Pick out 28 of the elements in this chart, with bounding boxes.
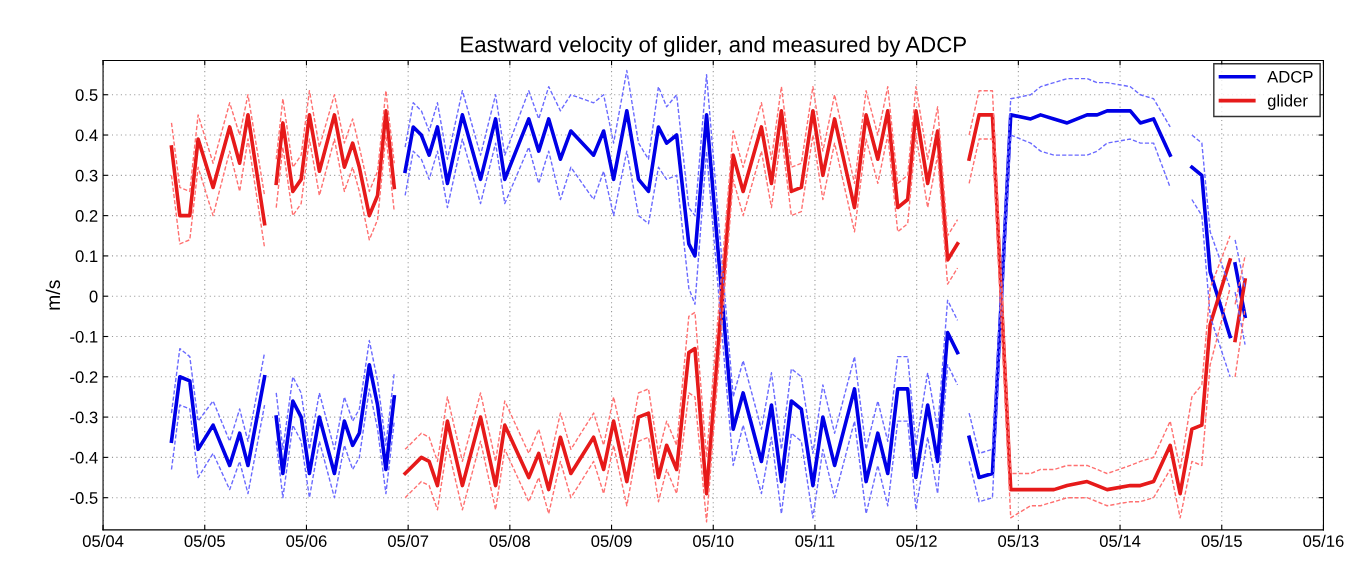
x-tick-label: 05/10	[693, 534, 734, 548]
x-tick-label: 05/05	[184, 534, 225, 548]
x-tick-label: 05/04	[82, 534, 124, 548]
x-tick-label: 05/06	[286, 534, 327, 548]
y-tick-label: 0.2	[75, 210, 98, 222]
legend-label: glider	[1267, 94, 1308, 110]
y-tick-label: -0.2	[70, 371, 98, 383]
legend-label: ADCP	[1267, 70, 1313, 83]
x-tick-label: 05/16	[1303, 534, 1344, 548]
y-tick-label: -0.1	[70, 330, 98, 343]
x-tick-label: 05/13	[998, 534, 1039, 548]
y-tick-label: 0.1	[75, 250, 98, 263]
x-tick-label: 05/12	[896, 534, 937, 548]
y-tick-label: -0.3	[70, 411, 98, 424]
y-tick-label: 0.5	[75, 89, 98, 101]
x-tick-label: 05/08	[489, 534, 530, 548]
y-tick-label: -0.5	[70, 492, 98, 504]
x-tick-label: 05/14	[1099, 534, 1141, 548]
y-tick-label: 0.3	[75, 169, 98, 182]
x-tick-label: 05/15	[1201, 534, 1242, 548]
x-tick-label: 05/07	[387, 534, 429, 548]
x-tick-label: 05/11	[795, 534, 835, 548]
chart-title: Eastward velocity of glider, and measured by ADCP	[461, 36, 966, 57]
y-tick-label: -0.4	[70, 451, 98, 464]
x-tick-label: 05/09	[591, 534, 632, 548]
y-tick-label: 0.4	[75, 129, 98, 142]
y-axis-title: m/s	[45, 280, 61, 310]
y-tick-label: 0	[89, 290, 98, 303]
